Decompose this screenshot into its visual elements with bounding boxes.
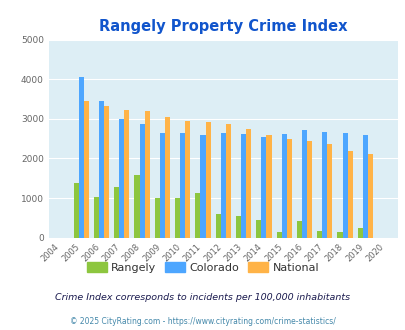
Bar bbox=[79, 77, 83, 238]
Bar bbox=[154, 198, 160, 238]
Text: © 2025 CityRating.com - https://www.cityrating.com/crime-statistics/: © 2025 CityRating.com - https://www.city… bbox=[70, 317, 335, 326]
Bar bbox=[200, 135, 205, 238]
Bar bbox=[266, 135, 271, 238]
Bar bbox=[180, 133, 185, 238]
Bar bbox=[104, 106, 109, 238]
Bar bbox=[205, 122, 210, 238]
Bar bbox=[301, 130, 306, 238]
Bar bbox=[144, 111, 149, 238]
Bar bbox=[160, 133, 164, 238]
Bar bbox=[175, 198, 180, 238]
Bar bbox=[245, 129, 251, 238]
Bar bbox=[261, 137, 266, 238]
Title: Rangely Property Crime Index: Rangely Property Crime Index bbox=[99, 19, 347, 34]
Bar bbox=[286, 139, 291, 238]
Bar bbox=[276, 232, 281, 238]
Bar bbox=[316, 231, 322, 238]
Bar bbox=[241, 134, 245, 238]
Bar bbox=[220, 133, 225, 238]
Bar bbox=[367, 154, 372, 238]
Bar bbox=[73, 183, 79, 238]
Bar bbox=[235, 216, 241, 238]
Bar bbox=[99, 101, 104, 238]
Bar bbox=[322, 132, 326, 238]
Bar bbox=[225, 124, 230, 238]
Bar bbox=[94, 197, 99, 238]
Bar bbox=[347, 151, 352, 238]
Bar bbox=[362, 135, 367, 238]
Bar bbox=[256, 220, 261, 238]
Text: Crime Index corresponds to incidents per 100,000 inhabitants: Crime Index corresponds to incidents per… bbox=[55, 292, 350, 302]
Bar bbox=[342, 133, 347, 238]
Legend: Rangely, Colorado, National: Rangely, Colorado, National bbox=[82, 258, 323, 278]
Bar bbox=[83, 101, 89, 238]
Bar bbox=[134, 175, 139, 238]
Bar bbox=[215, 214, 220, 238]
Bar bbox=[139, 123, 144, 238]
Bar bbox=[164, 117, 170, 238]
Bar bbox=[357, 228, 362, 238]
Bar bbox=[326, 144, 332, 238]
Bar bbox=[281, 134, 286, 238]
Bar bbox=[119, 119, 124, 238]
Bar bbox=[114, 187, 119, 238]
Bar bbox=[296, 221, 301, 238]
Bar bbox=[306, 141, 311, 238]
Bar bbox=[185, 121, 190, 238]
Bar bbox=[124, 110, 129, 238]
Bar bbox=[337, 232, 342, 238]
Bar bbox=[195, 193, 200, 238]
